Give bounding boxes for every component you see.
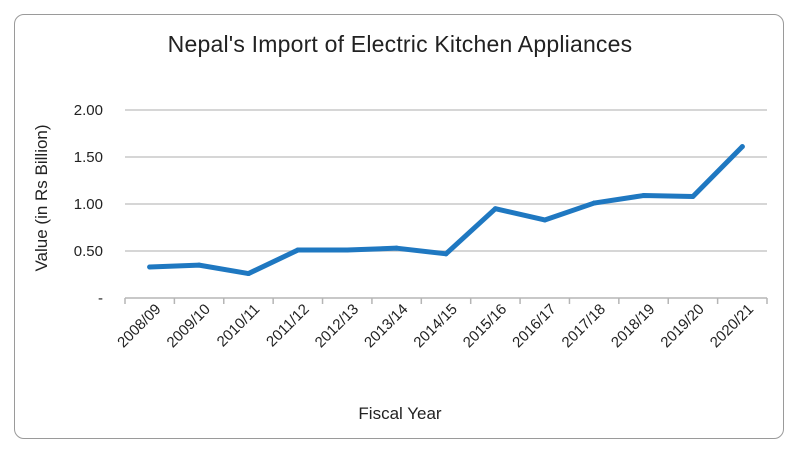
x-tick-label: 2009/10 xyxy=(164,301,214,351)
chart-frame xyxy=(14,14,784,439)
x-tick-label: 2013/14 xyxy=(361,301,411,351)
y-tick-label: - xyxy=(98,290,103,307)
x-tick-label: 2012/13 xyxy=(312,301,362,351)
data-point xyxy=(245,271,251,277)
data-point xyxy=(739,144,745,150)
y-axis-label: Value (in Rs Billion) xyxy=(32,124,51,271)
x-tick-label: 2018/19 xyxy=(608,301,658,351)
x-tick-label: 2020/21 xyxy=(707,301,757,351)
y-tick-label: 1.50 xyxy=(74,149,103,166)
x-tick-label: 2016/17 xyxy=(509,301,559,351)
x-tick-label: 2019/20 xyxy=(657,301,707,351)
gridlines xyxy=(125,109,767,252)
data-point xyxy=(641,193,647,199)
data-point xyxy=(295,247,301,253)
data-point xyxy=(394,245,400,251)
x-tick-label: 2008/09 xyxy=(114,301,164,351)
data-point xyxy=(147,264,153,270)
x-tick-label: 2010/11 xyxy=(214,301,264,351)
x-tick-label: 2015/16 xyxy=(460,301,510,351)
data-point xyxy=(443,251,449,257)
series-layer xyxy=(147,144,745,277)
x-axis-ticks: 2008/09 2009/10 2010/11 2011/12 2012/13 2013/… xyxy=(114,301,757,351)
x-tick-label: 2017/18 xyxy=(559,301,609,351)
x-tick-label: 2014/15 xyxy=(410,301,460,351)
chart-title: Nepal's Import of Electric Kitchen Appli… xyxy=(167,31,633,57)
data-point xyxy=(492,206,498,212)
y-tick-label: 2.00 xyxy=(74,102,103,119)
y-tick-label: 1.00 xyxy=(74,196,103,213)
data-point xyxy=(542,217,548,223)
x-tick-label: 2011/12 xyxy=(263,301,313,351)
y-tick-label: 0.50 xyxy=(74,243,103,260)
data-point xyxy=(196,262,202,268)
data-point xyxy=(690,193,696,199)
x-axis xyxy=(124,297,768,304)
y-axis-ticks: 2.00 1.50 1.00 0.50 - xyxy=(74,102,103,307)
data-point xyxy=(591,200,597,206)
data-point xyxy=(344,247,350,253)
x-axis-label: Fiscal Year xyxy=(358,404,441,423)
